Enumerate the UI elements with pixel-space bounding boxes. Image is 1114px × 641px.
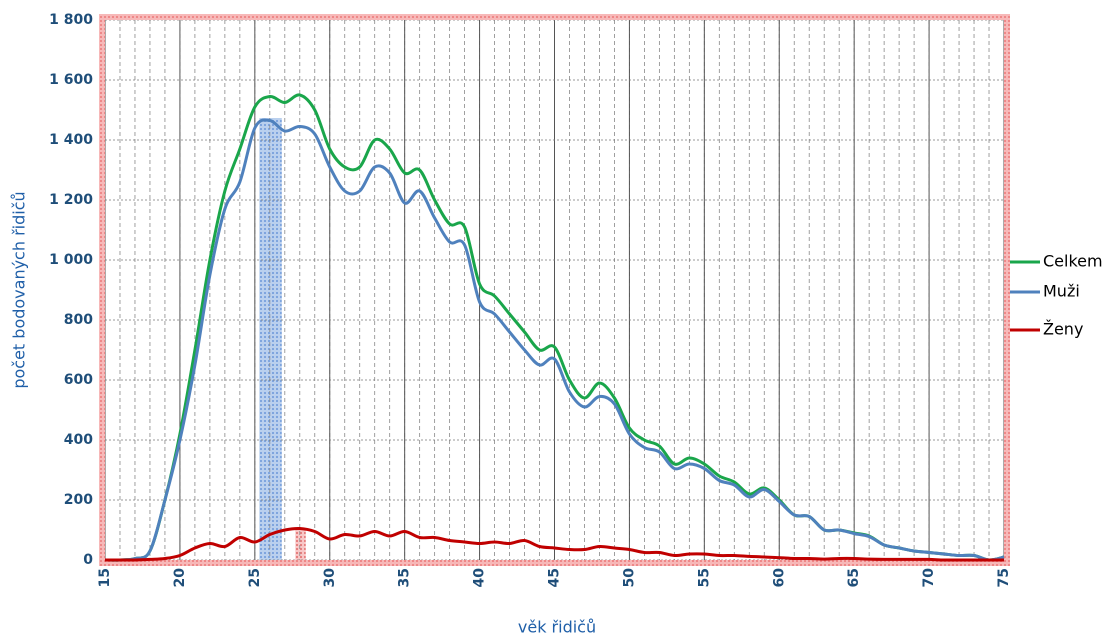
y-tick-label: 200 <box>64 492 93 508</box>
x-axis-label: věk řidičů <box>518 618 596 637</box>
x-tick-label: 65 <box>846 568 862 587</box>
legend-label: Muži <box>1043 282 1080 301</box>
plot-border <box>99 14 1010 566</box>
y-tick-label: 1 400 <box>49 132 93 148</box>
x-tick-label: 30 <box>322 568 338 588</box>
x-tick-label: 45 <box>547 568 563 587</box>
y-tick-label: 1 600 <box>49 72 93 88</box>
legend-label: Ženy <box>1043 320 1083 339</box>
y-tick-label: 400 <box>64 432 93 448</box>
x-tick-label: 60 <box>771 568 787 588</box>
series-line <box>105 526 1004 562</box>
x-tick-label: 20 <box>172 568 188 588</box>
x-tick-label: 50 <box>621 568 637 588</box>
legend-label: Celkem <box>1043 252 1103 271</box>
x-tick-label: 35 <box>397 568 413 587</box>
highlight-band <box>295 528 306 560</box>
y-tick-label: 1 000 <box>49 252 93 268</box>
y-tick-label: 1 200 <box>49 192 93 208</box>
x-tick-label: 40 <box>472 568 488 588</box>
y-tick-label: 0 <box>83 552 93 568</box>
y-tick-label: 1 800 <box>49 12 93 28</box>
y-tick-label: 600 <box>64 372 93 388</box>
x-tick-label: 25 <box>247 568 263 587</box>
x-tick-label: 70 <box>921 568 937 588</box>
highlight-band <box>259 118 282 560</box>
y-axis-label: počet bodovaných řidičů <box>10 191 29 388</box>
y-tick-label: 800 <box>64 312 93 328</box>
x-tick-label: 55 <box>696 568 712 587</box>
series-line <box>104 118 1005 562</box>
x-tick-label: 75 <box>996 568 1012 587</box>
x-tick-label: 15 <box>97 568 113 587</box>
